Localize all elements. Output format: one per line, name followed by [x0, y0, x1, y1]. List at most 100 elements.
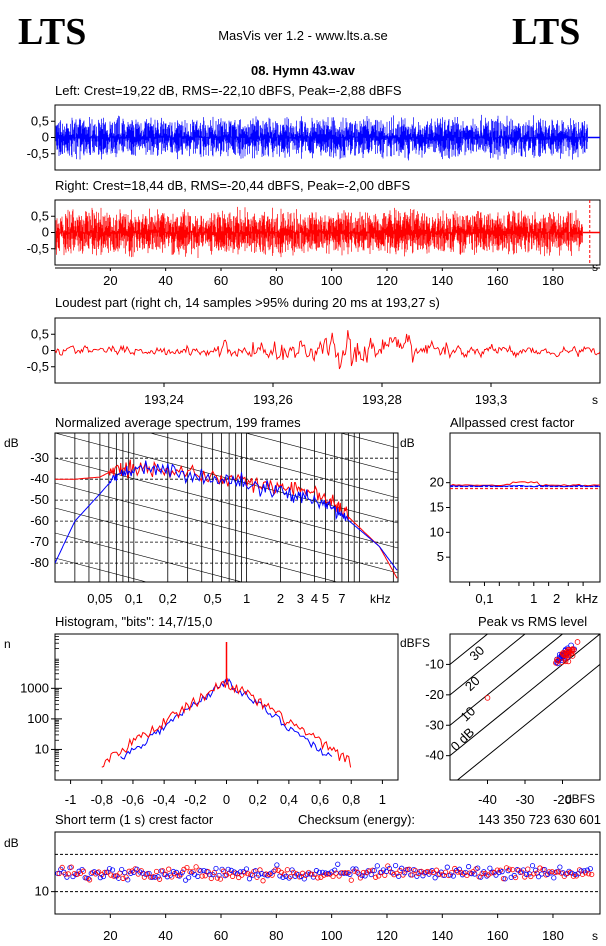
crest-point-left [176, 873, 183, 879]
crest-point-left [119, 866, 125, 873]
crest-point-right [275, 867, 281, 873]
spectrum-slope-line [244, 433, 398, 474]
crest-point-right [418, 868, 424, 874]
peak-rms-diagonal-label-3: 10 [457, 704, 478, 725]
crest-point-left [201, 867, 207, 874]
crest-point-left [213, 865, 219, 872]
loudest-ylabel-0: 0,5 [31, 326, 49, 341]
peak-rms-diagonal [456, 663, 600, 780]
spectrum-xlabel-5: 2 [277, 591, 284, 606]
crest-point-right [373, 874, 379, 880]
crest-point-left [499, 869, 505, 875]
crest-point-right [169, 874, 175, 880]
spectrum-ylabel-1: -40 [30, 471, 49, 486]
crest-point-left [246, 876, 253, 882]
peak-rms-point-right [562, 652, 568, 658]
allpass-title: Allpassed crest factor [450, 415, 575, 430]
spectrum-slope-line [55, 507, 339, 582]
peak-rms-ylabel-0: -10 [425, 656, 444, 671]
crest-point-right [184, 864, 190, 871]
crest-point-left [535, 874, 542, 880]
allpass-ylabel-2: 10 [430, 524, 444, 539]
crest-xunit: s [592, 929, 598, 943]
peak-rms-xlabel-2: -20 [553, 792, 572, 807]
crest-point-left [399, 865, 405, 871]
ytick-label-0: 0 [42, 130, 49, 145]
crest-point-right [214, 875, 220, 881]
crest-point-left [453, 867, 460, 874]
histogram-xlabel-9: 0,8 [342, 792, 360, 807]
allpass-ylabel-1: 15 [430, 500, 444, 515]
spectrum-xlabel-2: 0,2 [159, 591, 177, 606]
spectrum-xlabel-3: 0,5 [204, 591, 222, 606]
peak-rms-title: Peak vs RMS level [478, 614, 587, 629]
crest-xlabel-1: 40 [158, 928, 172, 943]
crest-point-left [432, 875, 438, 881]
spectrum-xlabel-0: 0,05 [87, 591, 112, 606]
peak-rms-point-right [565, 658, 572, 665]
crest-point-right [354, 869, 360, 875]
allpass-ylabel: dB [400, 436, 415, 450]
peak-rms-point-right [565, 648, 572, 655]
crest-point-left [529, 863, 536, 869]
crest-point-left [182, 877, 189, 883]
crest-point-right [65, 871, 71, 877]
crest-point-left [335, 861, 341, 867]
peak-rms-xlabel-0: -40 [478, 792, 497, 807]
spectrum-slope-line [55, 308, 398, 398]
crest-point-left [465, 864, 472, 870]
crest-point-right [537, 865, 543, 871]
crest-point-left [526, 871, 533, 877]
histogram-xlabel-3: -0,4 [153, 792, 175, 807]
crest-point-left [152, 874, 158, 880]
crest-point-right [120, 875, 126, 881]
crest-point-left [475, 865, 481, 871]
crest-point-right [513, 874, 519, 881]
histogram-series-right [101, 677, 352, 768]
crest-point-left [186, 875, 192, 881]
spectrum-grid [55, 308, 398, 582]
crest-point-left [274, 862, 280, 868]
crest-point-left [493, 872, 499, 878]
crest-point-left [179, 869, 186, 875]
crest-point-right [509, 867, 516, 873]
ytick-label-1: 0,5 [31, 208, 49, 223]
peak-rms-diagonal-label-2: 20 [462, 673, 483, 694]
crest-point-right [586, 871, 592, 877]
time-axis-label: 140 [431, 273, 453, 288]
crest-point-right [330, 873, 336, 880]
crest-point-left [240, 868, 246, 875]
crest-point-right [555, 869, 561, 875]
crest-point-right [156, 876, 163, 882]
crest-point-left [569, 870, 575, 876]
spectrum-slope-line [339, 433, 398, 449]
crest-point-right [528, 873, 534, 880]
peak-rms-point-right [574, 639, 581, 645]
waveform-trace-1 [55, 206, 583, 258]
peak-rms-point-right [562, 655, 569, 662]
crest-point-right [74, 871, 81, 877]
peak-rms-point-right [554, 658, 561, 664]
spectrum-xlabel-8: 5 [322, 591, 329, 606]
crest-point-left [502, 876, 508, 882]
crest-xlabel-4: 100 [321, 928, 343, 943]
crest-point-right [102, 869, 108, 875]
crest-point-left [155, 874, 161, 880]
spectrum-slope-line [55, 457, 398, 549]
peak-rms-diagonal [450, 634, 600, 757]
spectrum-xlabel-7: 4 [311, 591, 318, 606]
crest-point-left [450, 873, 456, 879]
crest-point-left [532, 867, 539, 873]
peak-rms-ylabel-2: -30 [425, 717, 444, 732]
crest-point-left [362, 873, 368, 879]
spectrum-xlabel-1: 0,1 [125, 591, 143, 606]
crest-point-right [205, 869, 211, 875]
crest-point-right [385, 863, 391, 869]
peak-rms-diagonal [450, 634, 564, 726]
crest-point-left [402, 870, 408, 876]
crest-point-right [394, 870, 400, 877]
histogram-xlabel-7: 0,4 [280, 792, 298, 807]
crest-point-right [59, 864, 65, 871]
ytick-label-0: -0,5 [27, 146, 49, 161]
spectrum-series-0 [55, 459, 398, 579]
